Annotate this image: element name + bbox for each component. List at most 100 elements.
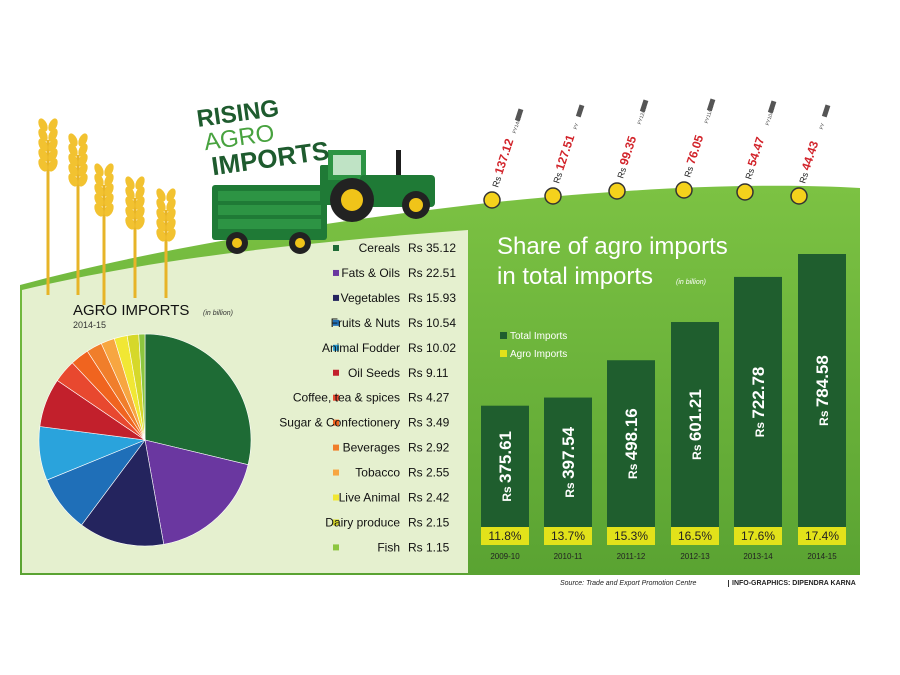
pie-slice-vegetables bbox=[81, 439, 165, 547]
wheat-grain bbox=[78, 163, 88, 177]
bar-total-currency: Rs bbox=[690, 441, 704, 460]
timeline-currency: Rs bbox=[682, 163, 696, 179]
bar-agro-2010-11 bbox=[544, 527, 592, 545]
timeline-bar-icon bbox=[639, 99, 649, 113]
pie-legend-label: Fats & Oils bbox=[341, 266, 400, 280]
timeline-label: Rs 76.05 FY11/12 bbox=[682, 98, 716, 179]
timeline-dot bbox=[544, 187, 562, 205]
bar-category-label: 2010-11 bbox=[554, 552, 583, 561]
pie-legend-label: Fish bbox=[377, 540, 400, 554]
timeline-fy: FY11/12 bbox=[704, 105, 716, 125]
timeline-bar-icon bbox=[514, 108, 524, 122]
bar-total-currency: Rs bbox=[500, 483, 514, 502]
timeline-amount: 99.35 bbox=[617, 134, 640, 167]
wheat-grain bbox=[104, 183, 114, 197]
bar-chart: 11.8% Rs 375.61 2009-10 13.7% Rs 397.54 2010-… bbox=[481, 254, 846, 561]
bar-agro-2013-14 bbox=[734, 527, 782, 545]
timeline-amount: 76.05 bbox=[684, 133, 707, 166]
bar-category-label: 2012-13 bbox=[680, 552, 710, 561]
legend-label-agro: Agro Imports bbox=[510, 349, 567, 360]
bar-total-amount: 784.58 bbox=[813, 355, 832, 407]
wheat-grain bbox=[94, 173, 104, 187]
wheat-grain bbox=[135, 186, 145, 200]
wheat-grain bbox=[125, 196, 135, 210]
bar-total-currency: Rs bbox=[753, 419, 767, 438]
wheat-grain bbox=[166, 198, 176, 212]
bar-total-label: Rs 601.21 bbox=[686, 389, 705, 460]
wheat-grain bbox=[48, 118, 58, 132]
legend-label-total: Total Imports bbox=[510, 331, 567, 342]
bar-total-amount: 498.16 bbox=[622, 408, 641, 460]
wheat-grain bbox=[104, 173, 114, 187]
bar-total-2014-15 bbox=[798, 254, 846, 545]
pie-legend-value: Rs 22.51 bbox=[408, 266, 456, 280]
timeline-label: Rs 54.47 FY10/11 bbox=[743, 100, 777, 181]
pie-legend-label: Cereals bbox=[359, 241, 400, 255]
wheat-grain bbox=[135, 196, 145, 210]
bar-title-line1: Share of agro imports bbox=[497, 233, 728, 260]
pie-legend-swatch bbox=[333, 419, 339, 426]
pie-title: AGRO IMPORTS bbox=[73, 302, 189, 319]
timeline-value: Rs 137.12 bbox=[488, 137, 517, 189]
wheat-grain bbox=[78, 153, 88, 167]
pie-legend-value: Rs 10.02 bbox=[408, 341, 456, 355]
bar-total-2010-11 bbox=[544, 397, 592, 545]
wheat-grain bbox=[94, 193, 104, 207]
timeline-value: Rs 99.35 bbox=[613, 134, 640, 180]
bar-total-2009-10 bbox=[481, 405, 529, 545]
timeline-amount: 54.47 bbox=[745, 135, 768, 168]
pie-legend-swatch bbox=[333, 245, 339, 251]
bar-total-label: Rs 375.61 bbox=[496, 431, 515, 502]
timeline-currency: Rs bbox=[797, 169, 811, 185]
pie-legend-swatch bbox=[333, 469, 339, 476]
pie-legend-swatch bbox=[333, 394, 339, 401]
bar-total-amount: 397.54 bbox=[559, 426, 578, 479]
pie-legend-value: Rs 35.12 bbox=[408, 241, 456, 255]
wheat-grain bbox=[135, 206, 145, 220]
pie-legend-swatch bbox=[333, 444, 339, 451]
bar-agro-label: 17.4% bbox=[805, 529, 839, 543]
wheat-grain bbox=[68, 133, 78, 147]
pie-legend-label: Live Animal bbox=[339, 491, 400, 505]
bar-total-label: Rs 722.78 bbox=[749, 367, 768, 438]
pie-legend-value: Rs 9.11 bbox=[408, 366, 449, 380]
wheat-grain bbox=[48, 128, 58, 142]
bar-category-label: 2014-15 bbox=[807, 552, 837, 561]
bar-total-label: Rs 397.54 bbox=[559, 426, 578, 497]
pie-legend-label: Dairy produce bbox=[325, 515, 400, 529]
credit-note: INFO-GRAPHICS: DIPENDRA KARNA bbox=[728, 580, 856, 587]
wheat-grain bbox=[78, 143, 88, 157]
wheat-grain bbox=[78, 133, 88, 147]
pie-legend-label: Coffee, tea & spices bbox=[293, 391, 400, 405]
pie-legend-swatch bbox=[333, 319, 339, 326]
pie-legend-label: Oil Seeds bbox=[348, 366, 400, 380]
pie-slice-fats-oils bbox=[144, 439, 249, 545]
bar-agro-label: 16.5% bbox=[678, 529, 712, 543]
pie-legend-value: Rs 4.27 bbox=[408, 391, 450, 405]
wheat-grain bbox=[125, 176, 135, 190]
pie-chart bbox=[38, 333, 252, 547]
bar-total-2011-12 bbox=[607, 360, 655, 545]
bar-title-line2: in total imports bbox=[497, 263, 653, 290]
bar-legend: Total Imports Agro Imports bbox=[500, 331, 567, 360]
wheat-grain bbox=[156, 198, 166, 212]
wheat-grain bbox=[38, 128, 48, 142]
pie-legend-swatch bbox=[333, 294, 339, 301]
pie-legend-value: Rs 15.93 bbox=[408, 291, 456, 305]
wheat-grain bbox=[156, 208, 166, 222]
pie-legend-value: Rs 1.15 bbox=[408, 540, 450, 554]
timeline-amount: 137.12 bbox=[492, 137, 517, 177]
timeline-label: Rs 137.12 FY14/15 bbox=[488, 108, 524, 189]
wheat-grain bbox=[38, 118, 48, 132]
legend-swatch-total bbox=[500, 332, 507, 339]
source-note: Source: Trade and Export Promotion Centr… bbox=[560, 580, 697, 587]
pie-legend-value: Rs 2.92 bbox=[408, 441, 450, 455]
timeline-bar-icon bbox=[706, 98, 716, 112]
wheat-grain bbox=[166, 218, 176, 232]
wheat-grain bbox=[68, 153, 78, 167]
timeline-label: Rs 44.43 FY bbox=[795, 104, 831, 185]
pie-legend-label: Fruits & Nuts bbox=[331, 316, 400, 330]
timeline-fy: FY10/11 bbox=[765, 107, 777, 127]
timeline-value: Rs 44.43 bbox=[795, 139, 822, 185]
bar-agro-label: 15.3% bbox=[614, 529, 648, 543]
